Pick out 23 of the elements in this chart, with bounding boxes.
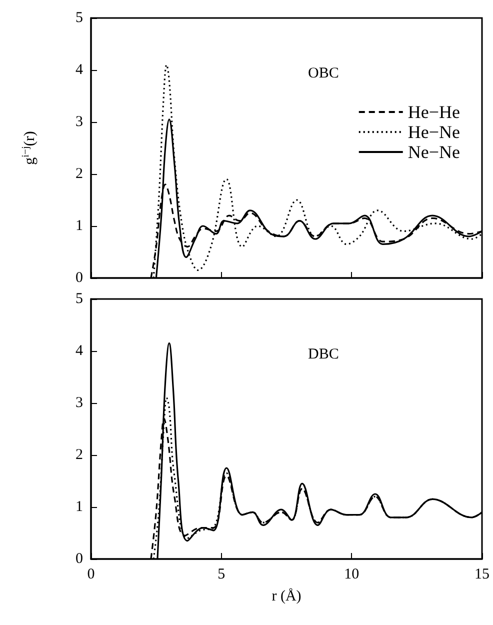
annotation: OBC bbox=[308, 66, 339, 82]
x-tick-label: 0 bbox=[87, 566, 95, 582]
annotation: DBC bbox=[308, 346, 339, 362]
x-tick-label: 15 bbox=[474, 566, 490, 582]
y-tick-label: 4 bbox=[76, 343, 84, 359]
y-tick-label: 3 bbox=[76, 114, 83, 130]
y-tick-label: 0 bbox=[76, 270, 83, 286]
y-tick-label: 4 bbox=[76, 62, 84, 78]
y-tick-label: 2 bbox=[76, 447, 83, 463]
y-tick-label: 0 bbox=[76, 551, 83, 567]
y-tick-label: 3 bbox=[76, 395, 83, 411]
y-tick-label: 5 bbox=[76, 10, 83, 26]
y-tick-label: 1 bbox=[76, 218, 83, 234]
x-tick-label: 10 bbox=[344, 566, 360, 582]
y-axis-title: gi−j(r) bbox=[20, 131, 38, 165]
legend-label: Ne−Ne bbox=[408, 142, 460, 162]
legend-label: He−Ne bbox=[408, 122, 460, 142]
x-axis-title: r (Å) bbox=[272, 588, 302, 604]
y-tick-label: 1 bbox=[76, 499, 83, 515]
legend-label: He−He bbox=[408, 102, 460, 122]
y-tick-label: 5 bbox=[76, 291, 83, 307]
x-tick-label: 5 bbox=[218, 566, 226, 582]
y-tick-label: 2 bbox=[76, 166, 83, 182]
